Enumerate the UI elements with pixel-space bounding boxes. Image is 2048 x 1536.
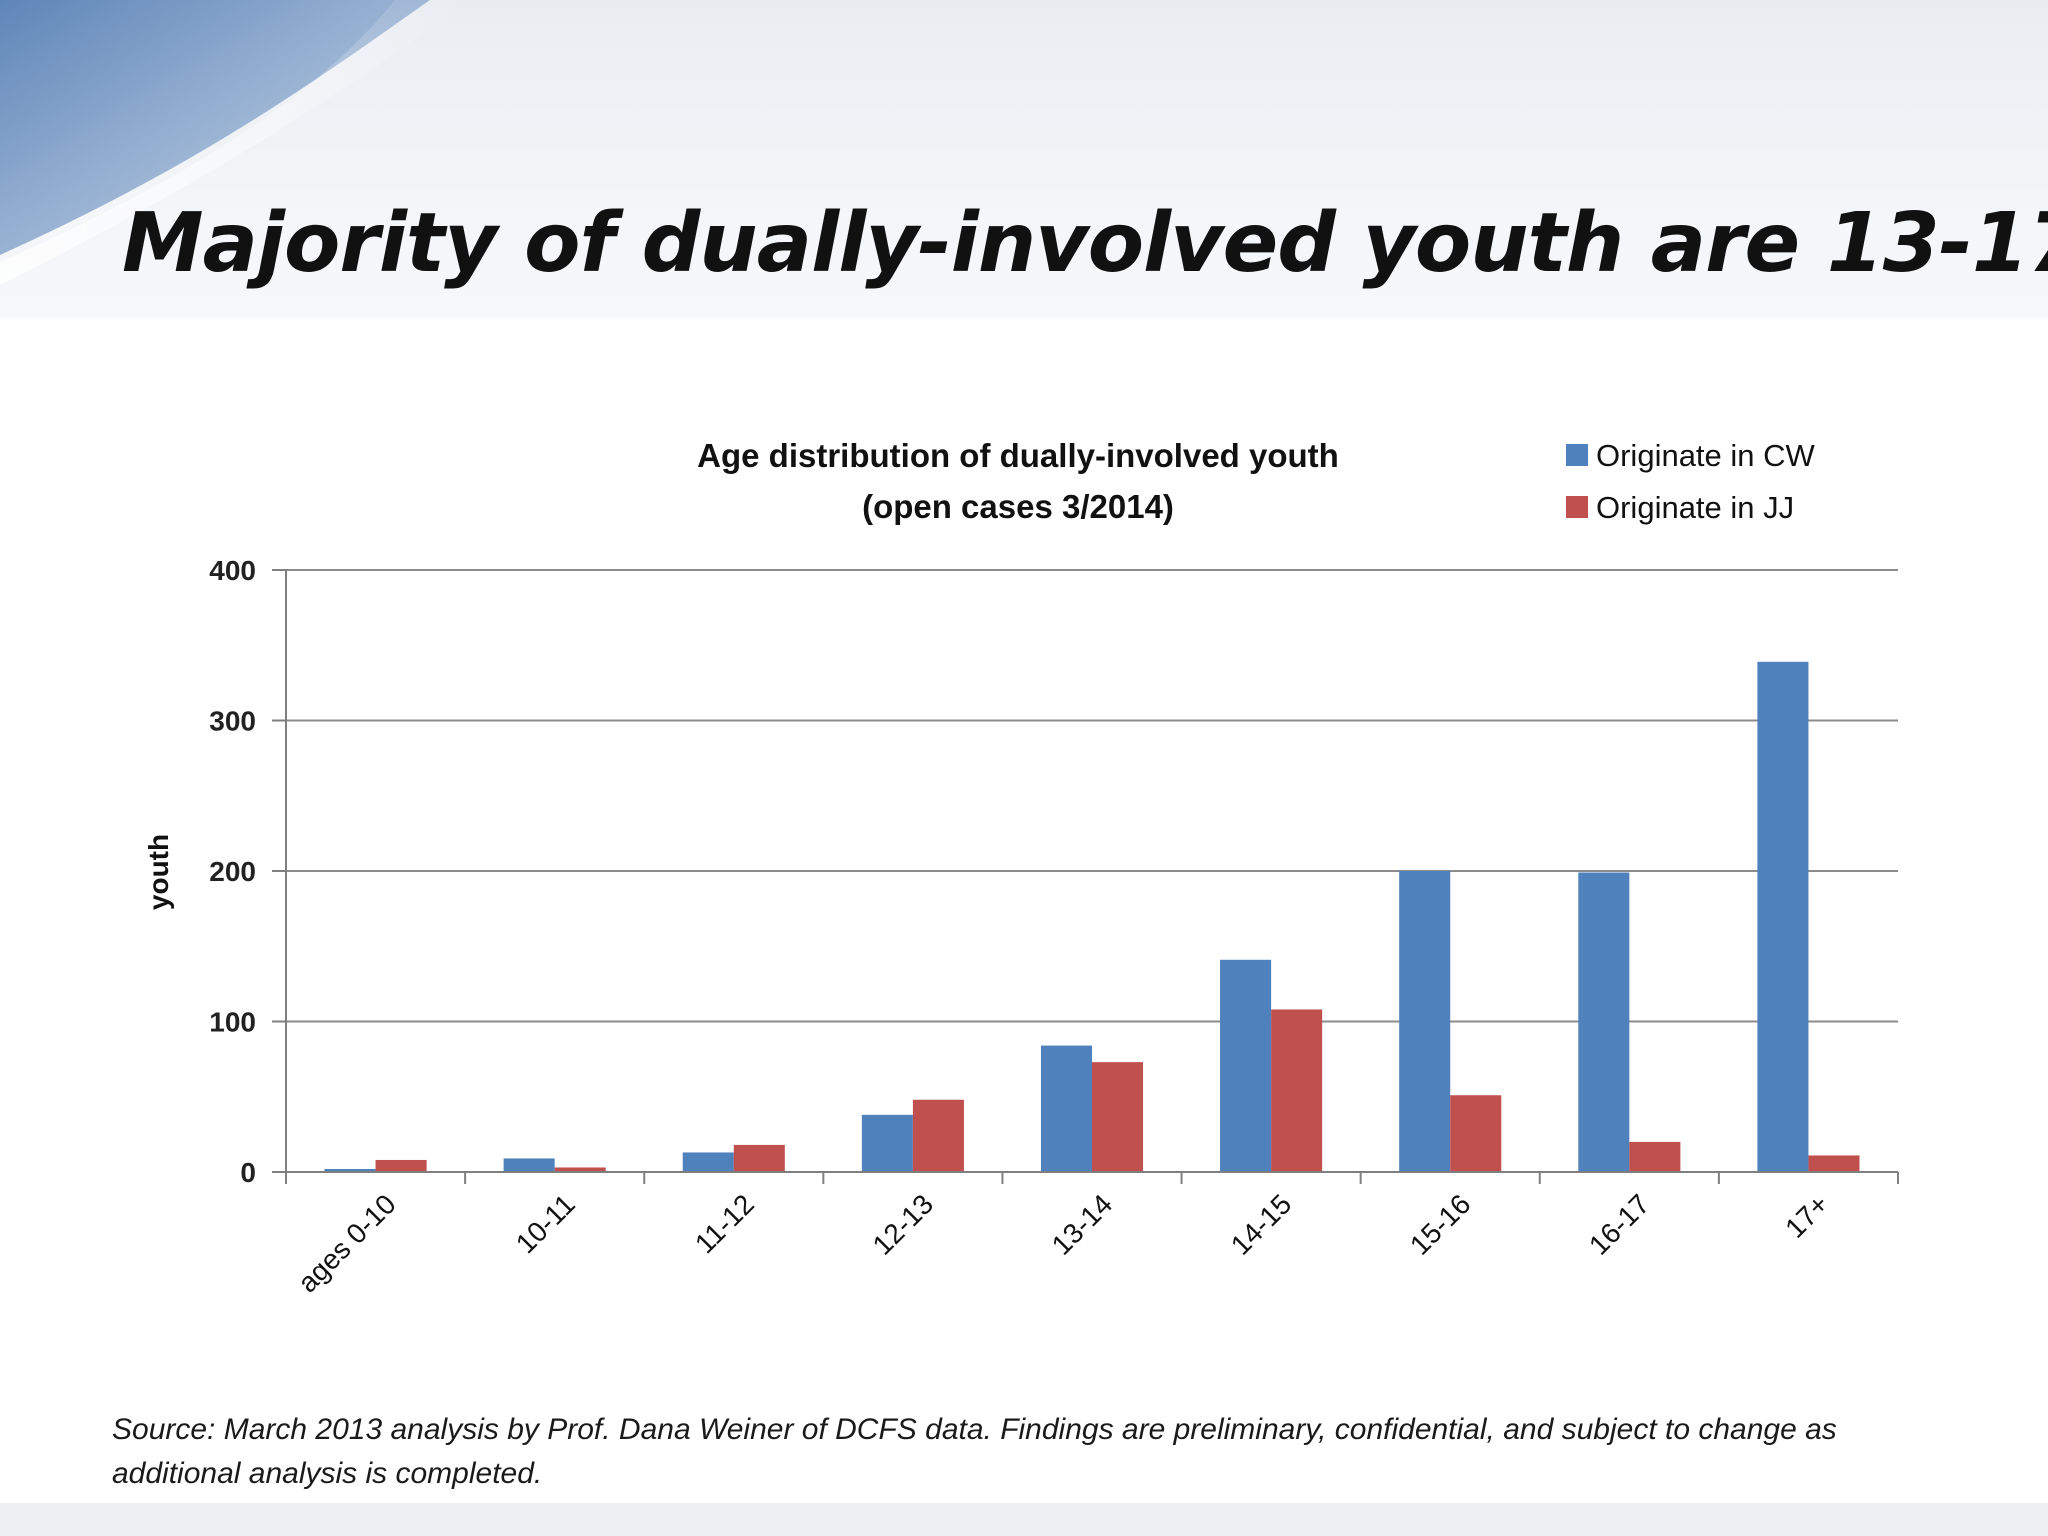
- chart-subtitle: (open cases 3/2014): [862, 488, 1174, 525]
- bar-cw-3: [861, 1114, 913, 1172]
- legend: Originate in CW Originate in JJ: [1566, 438, 1816, 525]
- y-tick-label: 200: [209, 856, 256, 887]
- x-category-label: 11-12: [689, 1188, 760, 1259]
- bar-jj-1: [554, 1167, 606, 1172]
- bar-cw-4: [1040, 1045, 1092, 1172]
- y-axis-title: youth: [143, 834, 174, 910]
- bar-chart: 0 100 200 300 400 ages 0-10 10-11 11-12 12-13 13-…: [143, 437, 1899, 1298]
- bar-cw-7: [1578, 872, 1630, 1172]
- y-tick-label: 300: [209, 706, 256, 737]
- x-category-label: 13-14: [1046, 1188, 1119, 1261]
- legend-swatch: [1566, 444, 1588, 466]
- legend-label: Originate in JJ: [1596, 490, 1794, 525]
- gridlines: [286, 569, 1898, 1023]
- bar-cw-5: [1220, 959, 1272, 1172]
- x-category-label: 15-16: [1404, 1188, 1477, 1261]
- x-category-label: 12-13: [867, 1188, 940, 1261]
- footer-band: [0, 1503, 2048, 1536]
- x-category-label: 17+: [1779, 1188, 1835, 1244]
- y-tick-label: 100: [209, 1007, 256, 1038]
- bar-jj-2: [733, 1144, 785, 1172]
- y-tick-label: 0: [240, 1157, 256, 1188]
- slide-title: Majority of dually-involved youth are 13…: [122, 196, 2048, 291]
- bars: [324, 661, 1860, 1172]
- legend-swatch: [1566, 496, 1588, 518]
- x-category-label: 14-15: [1225, 1188, 1298, 1261]
- bar-jj-6: [1450, 1095, 1502, 1172]
- y-tick-label: 400: [209, 555, 256, 586]
- bar-jj-8: [1808, 1155, 1860, 1172]
- x-category-label: 16-17: [1583, 1188, 1656, 1261]
- bar-cw-1: [503, 1158, 555, 1172]
- chart-title: Age distribution of dually-involved yout…: [697, 437, 1339, 474]
- bar-jj-3: [912, 1099, 964, 1172]
- bar-cw-8: [1757, 661, 1809, 1172]
- bar-cw-0: [324, 1168, 376, 1172]
- bar-jj-5: [1271, 1009, 1323, 1172]
- bar-jj-4: [1092, 1062, 1144, 1172]
- legend-label: Originate in CW: [1596, 438, 1816, 473]
- bar-cw-2: [682, 1152, 734, 1172]
- bar-jj-0: [375, 1159, 427, 1172]
- axes: 0 100 200 300 400 ages 0-10 10-11 11-12 12-13 13-…: [209, 555, 1899, 1298]
- bar-cw-6: [1399, 871, 1451, 1172]
- x-category-label: ages 0-10: [292, 1188, 402, 1298]
- source-note: Source: March 2013 analysis by Prof. Dan…: [112, 1413, 1837, 1490]
- x-category-label: 10-11: [510, 1188, 581, 1259]
- decorative-swoosh: [0, 0, 2048, 330]
- bar-jj-7: [1629, 1141, 1681, 1172]
